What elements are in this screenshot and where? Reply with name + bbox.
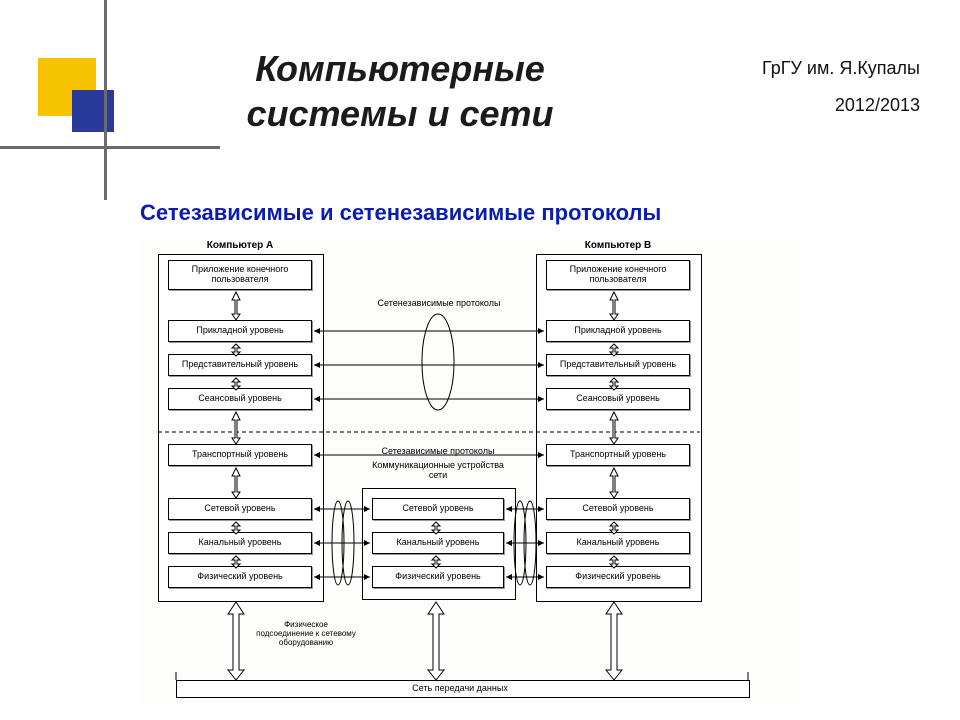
b-l2: Канальный уровень	[546, 532, 690, 554]
a-l1: Физический уровень	[168, 566, 312, 588]
header-meta: ГрГУ им. Я.Купалы 2012/2013	[660, 54, 920, 120]
title-line-1: Компьютерные	[255, 48, 544, 89]
slide-title: Компьютерные системы и сети	[200, 46, 600, 136]
b-l6: Представительный уровень	[546, 354, 690, 376]
m-l1: Физический уровень	[372, 566, 504, 588]
b-l4: Транспортный уровень	[546, 444, 690, 466]
b-l1: Физический уровень	[546, 566, 690, 588]
deco-blue-square	[72, 90, 114, 132]
deco-line-vertical	[104, 0, 107, 200]
header-year: 2012/2013	[660, 91, 920, 120]
subtitle: Сетезависимые и сетенезависимые протокол…	[140, 200, 661, 226]
b-l3: Сетевой уровень	[546, 498, 690, 520]
a-l6: Представительный уровень	[168, 354, 312, 376]
network-label: Сеть передачи данных	[380, 683, 540, 693]
a-l2: Канальный уровень	[168, 532, 312, 554]
a-app: Приложение конечного пользователя	[168, 260, 312, 290]
col-b-title: Компьютер В	[536, 240, 700, 251]
col-a-title: Компьютер А	[158, 240, 322, 251]
a-l3: Сетевой уровень	[168, 498, 312, 520]
phys-conn-label: Физическое подсоединение к сетевому обор…	[256, 620, 356, 648]
b-app: Приложение конечного пользователя	[546, 260, 690, 290]
mid-device-title: Коммуникационные устройства сети	[362, 460, 514, 480]
b-l7: Прикладной уровень	[546, 320, 690, 342]
a-l4: Транспортный уровень	[168, 444, 312, 466]
mid-dependent-label: Сетезависимые протоколы	[362, 446, 514, 456]
header-org: ГрГУ им. Я.Купалы	[660, 54, 920, 83]
m-l2: Канальный уровень	[372, 532, 504, 554]
title-line-2: системы и сети	[246, 93, 553, 134]
b-l5: Сеансовый уровень	[546, 388, 690, 410]
a-l5: Сеансовый уровень	[168, 388, 312, 410]
a-l7: Прикладной уровень	[168, 320, 312, 342]
m-l3: Сетевой уровень	[372, 498, 504, 520]
protocol-diagram: Компьютер А Компьютер В Сетезависимые пр…	[140, 242, 800, 702]
deco-line-horizontal	[0, 146, 220, 149]
independent-label: Сетенезависимые протоколы	[354, 298, 524, 308]
